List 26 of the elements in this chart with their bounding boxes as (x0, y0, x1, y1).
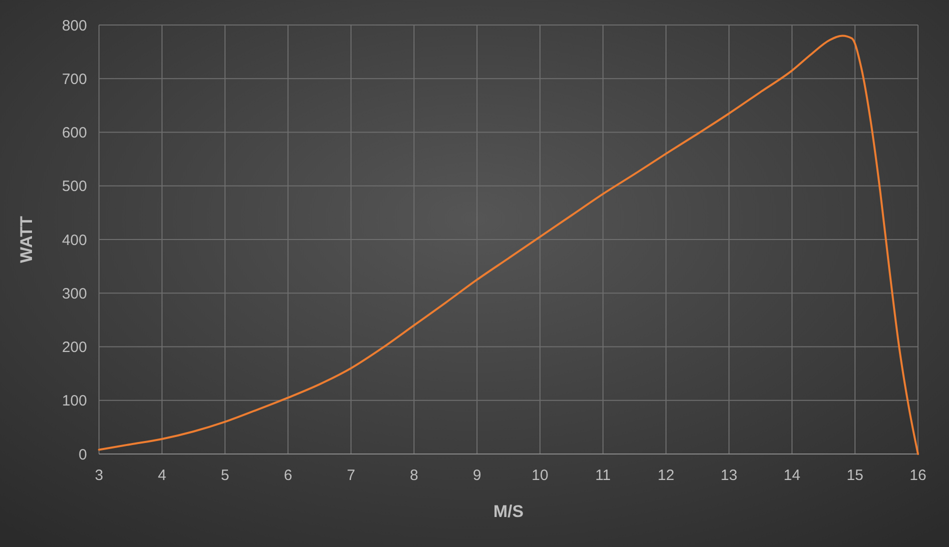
x-tick-label: 3 (94, 467, 104, 484)
x-tick-label: 6 (284, 467, 292, 484)
y-tick-label: 500 (62, 178, 87, 196)
x-tick-label: 13 (720, 467, 738, 484)
x-tick-label: 8 (410, 467, 418, 484)
x-tick-label: 4 (158, 467, 166, 484)
x-tick-label: 5 (220, 467, 230, 484)
x-tick-label: 16 (910, 467, 926, 484)
y-tick-label: 600 (62, 124, 87, 142)
y-tick-label: 700 (62, 70, 87, 88)
x-tick-label: 14 (784, 467, 800, 484)
x-tick-label: 9 (472, 467, 482, 484)
x-tick-label: 11 (595, 467, 611, 484)
y-tick-label: 800 (62, 17, 87, 34)
line-series (98, 34, 919, 455)
y-axis-title: WATT (17, 215, 36, 263)
x-axis-title: M/S (493, 502, 524, 521)
y-tick-label: 200 (62, 339, 87, 356)
x-tick-label: 7 (346, 467, 356, 484)
x-tick-label: 12 (658, 467, 674, 484)
x-tick-label: 15 (846, 467, 864, 484)
y-tick-label: 100 (62, 392, 87, 410)
x-tick-label: 10 (532, 467, 548, 484)
y-tick-label: 300 (62, 285, 87, 302)
y-tick-label: 400 (62, 232, 87, 249)
y-tick-label: 0 (78, 446, 87, 464)
